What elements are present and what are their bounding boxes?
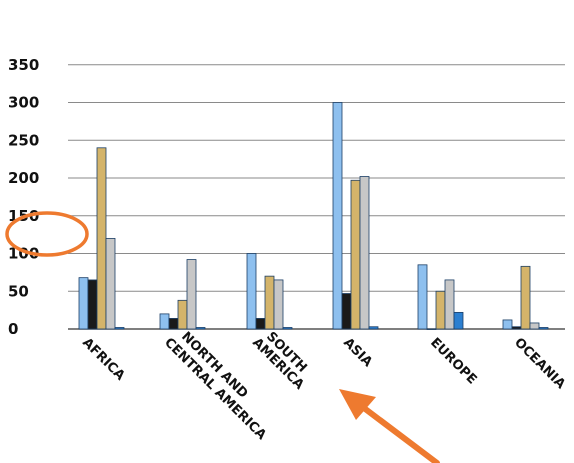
x-category-label-6-1: OCEANIA [511,335,568,392]
bar-s2-c2 [168,318,179,330]
bar-s3-c1 [96,147,107,330]
bar-s2-c4 [341,293,352,330]
bar-s5-c2 [195,327,206,330]
bar-s4-c4 [359,176,370,330]
bar-s3-c6 [520,265,531,330]
bar-s3-c3 [264,275,275,330]
bar-s3-c5 [435,290,446,330]
bar-s2-c5 [426,328,437,330]
bars [78,102,549,330]
y-tick-label-200: 200 [8,169,39,187]
bar-s1-c4 [332,102,343,330]
bar-s2-c1 [87,279,98,330]
highlight-arrow-shaft [357,402,440,463]
bar-s1-c6 [502,319,513,330]
highlight-arrow-head [339,389,376,420]
bar-s5-c4 [368,326,379,330]
annotations [5,211,440,463]
x-category-label-1-1: AFRICA [79,335,127,383]
y-tick-label-50: 50 [8,282,29,300]
bar-s4-c1 [105,237,116,330]
bar-s3-c2 [177,299,188,330]
bar-s1-c2 [159,313,170,330]
bar-s4-c5 [444,279,455,330]
bar-s5-c1 [114,327,125,330]
x-category-label-2-1: CENTRAL AMERICA [161,335,269,443]
bar-s1-c3 [246,253,257,330]
bar-s5-c6 [538,327,549,330]
y-tick-label-300: 300 [8,94,39,112]
bar-s4-c2 [186,259,197,330]
bar-s2-c3 [255,318,266,330]
bar-s1-c5 [417,264,428,330]
bar-s5-c3 [282,327,293,330]
highlight-circle [5,211,89,257]
y-tick-label-250: 250 [8,131,39,149]
x-category-label-4-1: ASIA [340,335,375,370]
bar-s4-c6 [529,322,540,330]
bar-s4-c3 [273,279,284,330]
grid-lines [68,64,565,330]
bar-s3-c4 [350,179,361,330]
bar-s1-c1 [78,277,89,330]
bar-s5-c5 [453,311,464,330]
bar-s2-c6 [511,326,522,330]
x-category-label-5-1: EUROPE [427,335,479,387]
y-tick-label-350: 350 [8,56,39,74]
y-tick-label-0: 0 [8,320,18,338]
